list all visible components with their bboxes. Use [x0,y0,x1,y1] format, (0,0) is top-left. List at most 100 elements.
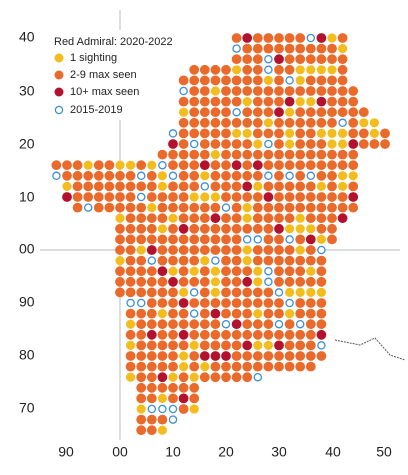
record-dot [380,128,390,139]
record-dot [199,298,210,308]
record-dot [327,170,337,181]
record-dot-single [242,245,252,255]
record-dot-single [242,213,252,223]
record-dot-old [83,203,93,212]
record-dot [231,181,242,192]
record-dot [327,234,337,245]
record-dot [221,266,231,277]
record-dot [178,382,189,393]
record-dot-old [264,266,273,276]
record-dot [284,33,295,43]
record-dot [242,117,253,128]
record-dot [199,202,210,213]
record-dot-single [126,340,136,350]
record-dot-single [242,256,252,266]
record-dot-single [189,192,199,202]
record-dot [136,372,147,383]
record-dot [210,64,221,75]
record-dot [199,64,210,75]
record-dot [305,276,316,287]
record-dot [157,351,168,361]
record-dot [125,361,136,372]
record-dot [348,117,359,128]
record-dot [252,43,263,54]
record-dot [327,96,337,107]
record-dot [337,149,348,160]
record-dot-single [200,362,210,372]
record-dot-many [178,329,189,340]
record-dot [199,308,210,319]
record-dot [93,170,104,181]
record-dot [168,149,178,160]
record-dot [178,340,189,351]
record-dot-single [179,287,189,297]
record-dot-single [253,139,263,149]
record-dot [189,181,200,192]
record-dot [221,170,231,181]
record-dot-old [285,235,294,244]
record-dot-many [199,351,210,361]
record-dot [231,308,242,319]
record-dot [242,43,253,54]
record-dot [305,245,316,255]
record-dot [93,192,104,202]
record-dot [199,245,210,255]
record-dot-single [306,65,316,75]
record-dot [125,202,136,213]
record-dot [210,234,221,245]
record-dot-old [179,86,188,96]
record-dot [136,276,147,287]
y-label: 80 [19,347,35,363]
record-dot [178,202,189,213]
record-dot [274,139,284,149]
record-dot [263,43,274,54]
record-dot [199,223,210,234]
record-dot [274,298,284,308]
record-dot [157,319,168,330]
record-dot [305,319,316,330]
record-dot [316,107,327,118]
record-dot [221,160,231,171]
record-dot [274,96,284,107]
record-dot [178,96,189,107]
record-dot-single [316,65,326,75]
record-dot-many [316,33,327,43]
record-dot-single [285,309,295,319]
record-dot [136,319,147,330]
record-dot [210,170,221,181]
record-dot [231,96,242,107]
record-dot [242,75,253,86]
record-dot [210,96,221,107]
record-dot-old [317,341,326,350]
record-dot [210,202,221,213]
record-dot [242,361,253,372]
record-dot [305,75,316,86]
record-dot [210,361,221,372]
record-dot [178,117,189,128]
dots [51,33,390,436]
record-dot [199,96,210,107]
record-dot [295,234,306,245]
record-dot [337,75,348,86]
record-dot [252,213,263,224]
record-dot-many [242,181,253,192]
record-dot [168,382,178,393]
record-dot [231,213,242,224]
record-dot-single [285,224,295,234]
record-dot-single [157,171,167,181]
record-dot [242,139,253,149]
record-dot [199,75,210,86]
record-dot [263,33,274,43]
record-dot [252,75,263,86]
record-dot-old [136,192,146,202]
record-dot [295,276,306,287]
record-dot-old [317,245,326,255]
record-dot [157,255,168,266]
record-dot [146,382,157,393]
record-dot [221,117,231,128]
record-dot-old [158,404,167,414]
record-dot-many [274,340,284,351]
record-dot-single [242,97,252,107]
record-dot [93,160,104,171]
record-dot-many [263,192,274,202]
